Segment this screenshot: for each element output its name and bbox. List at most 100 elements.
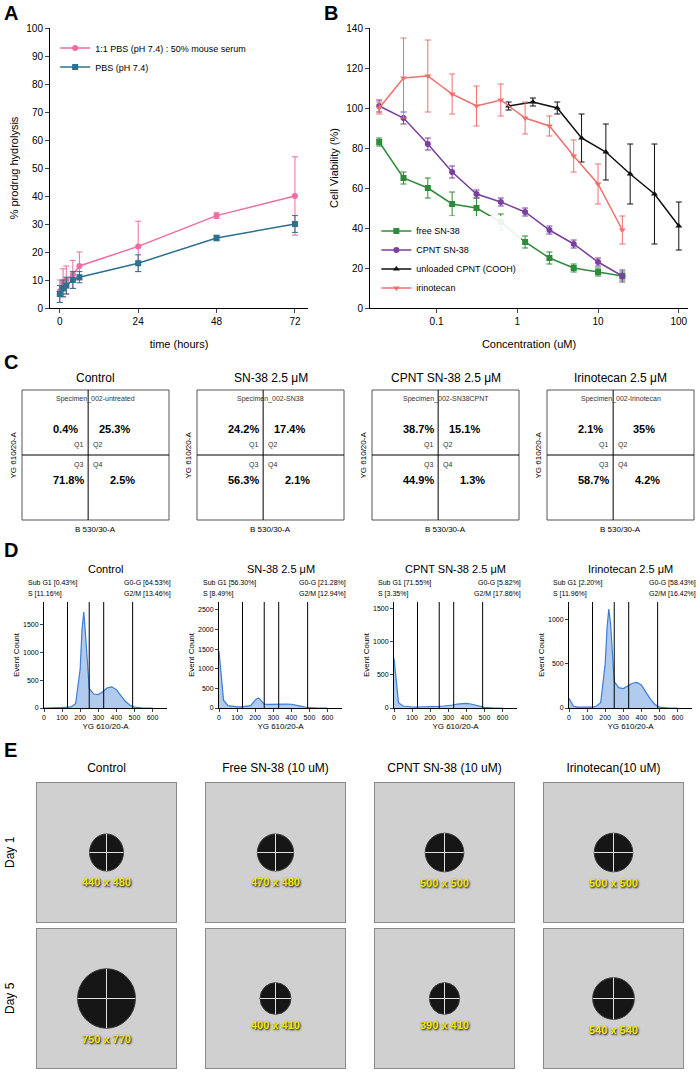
svg-text:B 530/30-A: B 530/30-A	[425, 525, 466, 534]
svg-text:600: 600	[322, 714, 334, 721]
svg-text:500: 500	[304, 714, 316, 721]
svg-text:200: 200	[249, 714, 261, 721]
svg-text:500: 500	[552, 660, 564, 667]
svg-text:Specimen_002-SN38CPNT: Specimen_002-SN38CPNT	[403, 395, 489, 403]
svg-text:40: 40	[32, 191, 44, 202]
svg-text:YG 610/20-A: YG 610/20-A	[359, 432, 368, 479]
svg-text:500 x 500: 500 x 500	[589, 877, 638, 889]
svg-text:CPNT SN-38 2.5 μM: CPNT SN-38 2.5 μM	[405, 563, 506, 575]
svg-text:Q1: Q1	[249, 441, 258, 449]
svg-text:38.7%: 38.7%	[403, 423, 434, 435]
svg-text:500: 500	[479, 714, 491, 721]
svg-text:SN-38 2.5 μM: SN-38 2.5 μM	[247, 563, 315, 575]
svg-text:Specimen_002-untreated: Specimen_002-untreated	[56, 395, 135, 403]
svg-text:100: 100	[406, 714, 418, 721]
svg-text:25.3%: 25.3%	[99, 423, 130, 435]
svg-text:440 x 480: 440 x 480	[82, 876, 131, 888]
svg-text:0.4%: 0.4%	[53, 423, 78, 435]
svg-text:60: 60	[32, 135, 44, 146]
svg-text:0: 0	[357, 303, 363, 314]
svg-text:60: 60	[352, 183, 364, 194]
svg-text:80: 80	[352, 143, 364, 154]
svg-text:1500: 1500	[373, 605, 389, 612]
svg-text:1: 1	[515, 316, 521, 327]
svg-text:48: 48	[211, 316, 223, 327]
svg-text:0: 0	[57, 316, 63, 327]
svg-text:500: 500	[129, 714, 141, 721]
svg-text:Q3: Q3	[74, 461, 83, 469]
svg-text:20: 20	[352, 263, 364, 274]
svg-text:4.2%: 4.2%	[635, 474, 660, 486]
svg-text:Sub G1 [56.30%]: Sub G1 [56.30%]	[203, 579, 256, 587]
svg-text:Q3: Q3	[424, 461, 433, 469]
svg-text:750 x 770: 750 x 770	[82, 1033, 131, 1045]
svg-text:Q2: Q2	[93, 441, 102, 449]
svg-text:% prodrug hydrolysis: % prodrug hydrolysis	[8, 116, 20, 219]
svg-text:40: 40	[352, 223, 364, 234]
svg-text:500: 500	[202, 685, 214, 692]
svg-text:0: 0	[392, 714, 396, 721]
svg-text:500: 500	[377, 671, 389, 678]
svg-text:G0-G [58.43%]: G0-G [58.43%]	[649, 579, 696, 587]
svg-text:140: 140	[346, 23, 363, 34]
svg-text:1000: 1000	[548, 616, 564, 623]
svg-text:200: 200	[424, 714, 436, 721]
svg-text:0: 0	[35, 704, 39, 711]
svg-text:Q4: Q4	[268, 461, 277, 469]
svg-text:100: 100	[581, 714, 593, 721]
svg-text:Sub G1 [71.55%]: Sub G1 [71.55%]	[378, 579, 431, 587]
svg-text:YG 610/20-A: YG 610/20-A	[257, 722, 304, 731]
svg-text:100: 100	[26, 23, 43, 34]
svg-text:1000: 1000	[373, 638, 389, 645]
svg-text:Specimen_002-SN38: Specimen_002-SN38	[237, 395, 304, 403]
svg-text:Q1: Q1	[74, 441, 83, 449]
svg-text:120: 120	[346, 63, 363, 74]
svg-text:470 x 480: 470 x 480	[251, 876, 300, 888]
svg-text:YG 610/20-A: YG 610/20-A	[607, 722, 654, 731]
svg-text:2.1%: 2.1%	[285, 474, 310, 486]
svg-text:70: 70	[32, 107, 44, 118]
svg-text:100: 100	[56, 714, 68, 721]
svg-text:Irinotecan 2.5 μM: Irinotecan 2.5 μM	[588, 563, 673, 575]
svg-text:time (hours): time (hours)	[150, 338, 209, 350]
svg-text:G2/M [16.42%]: G2/M [16.42%]	[649, 590, 696, 598]
svg-text:YG 610/20-A: YG 610/20-A	[534, 432, 543, 479]
svg-text:50: 50	[32, 163, 44, 174]
svg-text:2500: 2500	[198, 606, 214, 613]
svg-text:500 x 500: 500 x 500	[420, 877, 469, 889]
svg-text:G2/M [13.46%]: G2/M [13.46%]	[124, 590, 171, 598]
svg-text:44.9%: 44.9%	[403, 474, 434, 486]
svg-text:600: 600	[497, 714, 509, 721]
svg-text:400 x 410: 400 x 410	[251, 1019, 300, 1031]
svg-text:1.3%: 1.3%	[460, 474, 485, 486]
svg-text:G2/M [17.86%]: G2/M [17.86%]	[474, 590, 521, 598]
svg-text:0: 0	[560, 704, 564, 711]
svg-text:400: 400	[286, 714, 298, 721]
svg-text:Q4: Q4	[618, 461, 627, 469]
svg-text:Event Count: Event Count	[12, 632, 21, 677]
svg-text:500: 500	[27, 677, 39, 684]
svg-text:400: 400	[636, 714, 648, 721]
svg-text:390 x 410: 390 x 410	[420, 1019, 469, 1031]
svg-text:CPNT SN-38 2.5 μM: CPNT SN-38 2.5 μM	[391, 371, 501, 385]
svg-text:1500: 1500	[23, 621, 39, 628]
svg-text:200: 200	[599, 714, 611, 721]
svg-text:1500: 1500	[198, 646, 214, 653]
svg-text:Q2: Q2	[618, 441, 627, 449]
svg-text:90: 90	[32, 51, 44, 62]
svg-text:YG 610/20-A: YG 610/20-A	[9, 432, 18, 479]
svg-text:B 530/30-A: B 530/30-A	[75, 525, 116, 534]
svg-text:0.1: 0.1	[430, 316, 444, 327]
svg-text:24: 24	[133, 316, 145, 327]
svg-text:Q2: Q2	[268, 441, 277, 449]
svg-text:30: 30	[32, 219, 44, 230]
svg-text:2.5%: 2.5%	[110, 474, 135, 486]
svg-text:2.1%: 2.1%	[578, 423, 603, 435]
svg-text:Q1: Q1	[599, 441, 608, 449]
svg-text:PBS (pH 7.4): PBS (pH 7.4)	[95, 63, 148, 73]
svg-text:Q4: Q4	[443, 461, 452, 469]
svg-text:300: 300	[617, 714, 629, 721]
svg-text:1:1 PBS (pH 7.4) : 50% mouse s: 1:1 PBS (pH 7.4) : 50% mouse serum	[95, 44, 246, 54]
svg-text:0: 0	[42, 714, 46, 721]
svg-text:CPNT SN-38: CPNT SN-38	[416, 245, 468, 255]
